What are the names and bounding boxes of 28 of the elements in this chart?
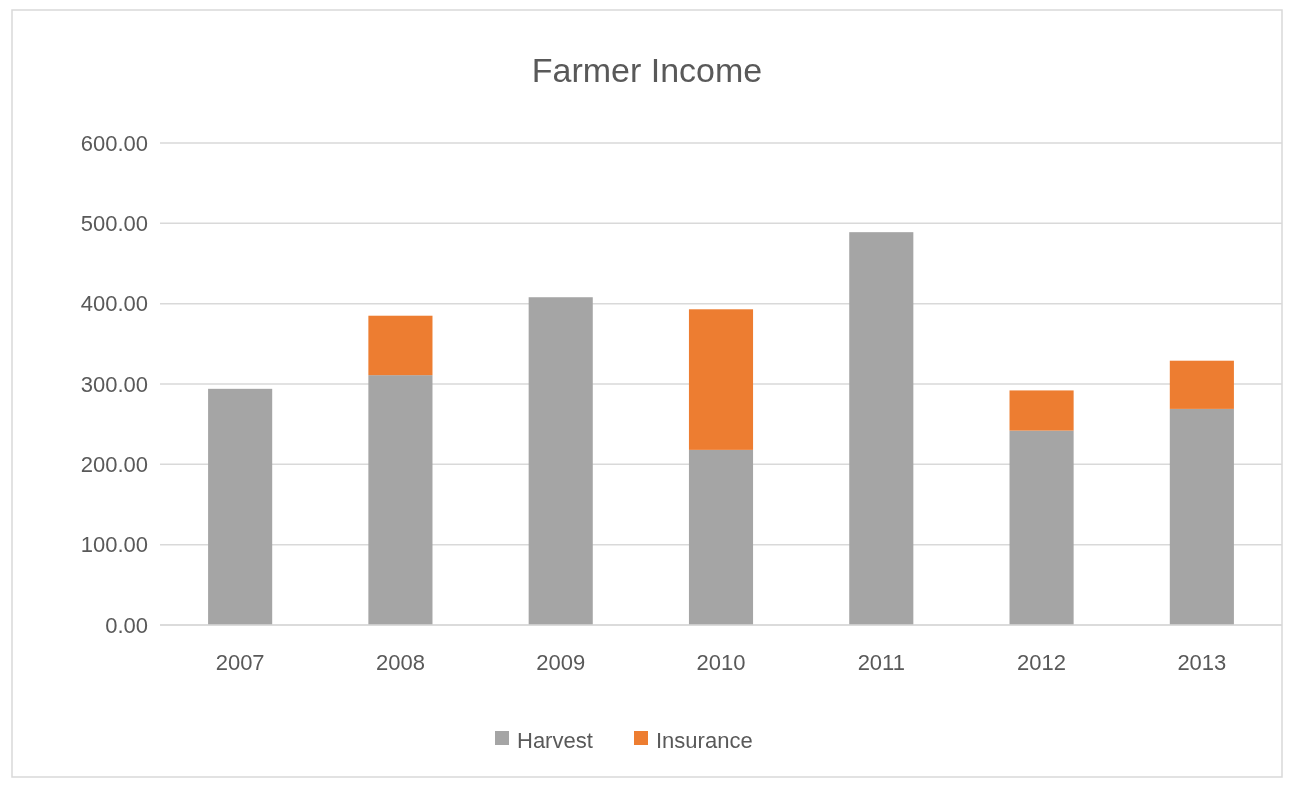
x-tick-label: 2013: [1177, 650, 1227, 675]
y-tick-label: 200.00: [80, 452, 148, 478]
y-tick-label: 600.00: [80, 130, 148, 156]
bar: [688, 309, 754, 450]
legend-label: Insurance: [656, 727, 753, 753]
y-tick-label: 500.00: [80, 211, 148, 237]
bar: [368, 315, 433, 376]
y-tick-label: 0.00: [105, 612, 148, 638]
x-tick-label: 2009: [536, 650, 586, 675]
bar: [1009, 430, 1074, 625]
bar: [849, 232, 914, 625]
y-tick-label: 300.00: [80, 371, 148, 397]
bar: [208, 388, 273, 625]
x-tick-label: 2007: [215, 650, 265, 675]
bar: [368, 375, 433, 625]
legend-label: Harvest: [517, 727, 593, 753]
x-tick-label: 2011: [857, 650, 905, 675]
bar: [688, 449, 754, 625]
bar: [528, 297, 593, 625]
bar: [1169, 360, 1234, 409]
chart-title: Farmer Income: [531, 51, 763, 89]
y-tick-label: 400.00: [80, 291, 148, 317]
x-tick-label: 2010: [696, 650, 746, 675]
bar: [1009, 390, 1074, 431]
y-tick-label: 100.00: [80, 532, 148, 558]
x-tick-label: 2008: [375, 650, 425, 675]
bar: [1169, 408, 1234, 625]
x-tick-label: 2012: [1017, 650, 1067, 675]
